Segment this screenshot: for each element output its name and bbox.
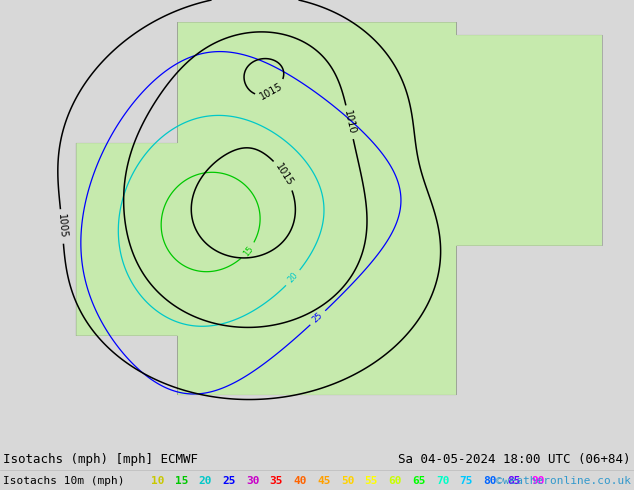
- Text: 15: 15: [242, 244, 255, 258]
- Text: 20: 20: [286, 271, 300, 285]
- Text: Isotachs (mph) [mph] ECMWF: Isotachs (mph) [mph] ECMWF: [3, 453, 198, 466]
- Text: Isotachs 10m (mph): Isotachs 10m (mph): [3, 476, 125, 486]
- Text: 20: 20: [198, 476, 212, 486]
- Text: 70: 70: [436, 476, 450, 486]
- Text: 50: 50: [341, 476, 354, 486]
- Text: Sa 04-05-2024 18:00 UTC (06+84): Sa 04-05-2024 18:00 UTC (06+84): [398, 453, 631, 466]
- Text: 30: 30: [246, 476, 259, 486]
- Text: 1010: 1010: [342, 109, 357, 135]
- Text: 60: 60: [389, 476, 402, 486]
- Text: ©weatheronline.co.uk: ©weatheronline.co.uk: [496, 476, 631, 486]
- Text: 65: 65: [412, 476, 425, 486]
- Text: 25: 25: [222, 476, 236, 486]
- Text: 1015: 1015: [259, 81, 285, 102]
- Text: 45: 45: [317, 476, 331, 486]
- Text: 80: 80: [484, 476, 497, 486]
- Text: 1015: 1015: [273, 162, 295, 188]
- Text: 10: 10: [151, 476, 164, 486]
- Text: 15: 15: [174, 476, 188, 486]
- Text: 85: 85: [507, 476, 521, 486]
- Text: 25: 25: [311, 311, 325, 325]
- Text: 1005: 1005: [56, 214, 68, 239]
- Text: 90: 90: [531, 476, 545, 486]
- Text: 35: 35: [269, 476, 283, 486]
- Text: 40: 40: [294, 476, 307, 486]
- Text: 75: 75: [460, 476, 473, 486]
- Text: 55: 55: [365, 476, 378, 486]
